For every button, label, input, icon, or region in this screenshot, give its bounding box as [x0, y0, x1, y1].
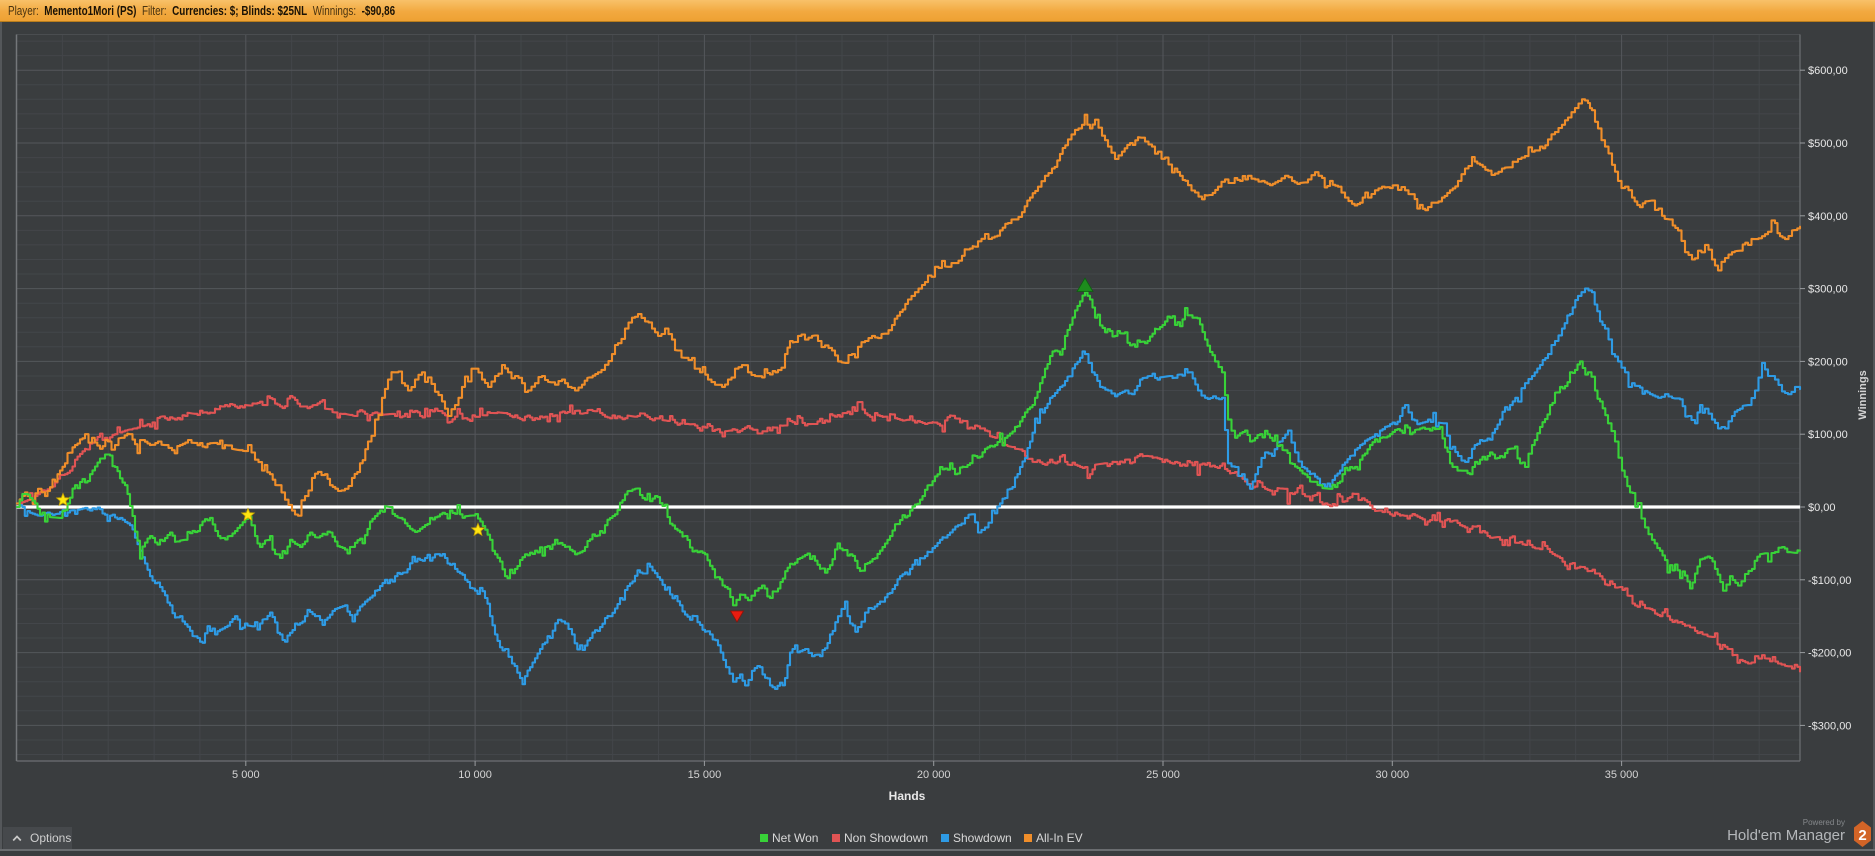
svg-text:Hands: Hands: [889, 789, 926, 803]
svg-text:$600,00: $600,00: [1808, 65, 1848, 77]
svg-text:Non Showdown: Non Showdown: [844, 831, 928, 845]
svg-text:Winnings: Winnings: [1857, 370, 1869, 419]
svg-text:$500,00: $500,00: [1808, 138, 1848, 150]
svg-text:5 000: 5 000: [232, 769, 260, 781]
svg-text:$300,00: $300,00: [1808, 284, 1848, 296]
svg-text:$0,00: $0,00: [1808, 502, 1836, 514]
svg-text:$400,00: $400,00: [1808, 211, 1848, 223]
svg-text:-$300,00: -$300,00: [1808, 720, 1851, 732]
svg-text:15 000: 15 000: [688, 769, 722, 781]
svg-text:Net Won: Net Won: [772, 831, 818, 845]
svg-text:$100,00: $100,00: [1808, 429, 1848, 441]
svg-text:All-In EV: All-In EV: [1036, 831, 1083, 845]
svg-text:$200,00: $200,00: [1808, 356, 1848, 368]
svg-text:20 000: 20 000: [917, 769, 951, 781]
svg-text:25 000: 25 000: [1146, 769, 1180, 781]
svg-text:30 000: 30 000: [1375, 769, 1409, 781]
svg-text:2: 2: [1858, 827, 1866, 844]
svg-text:Showdown: Showdown: [953, 831, 1012, 845]
svg-text:-$100,00: -$100,00: [1808, 575, 1851, 587]
svg-text:-$200,00: -$200,00: [1808, 648, 1851, 660]
svg-text:35 000: 35 000: [1605, 769, 1639, 781]
svg-text:10 000: 10 000: [458, 769, 492, 781]
